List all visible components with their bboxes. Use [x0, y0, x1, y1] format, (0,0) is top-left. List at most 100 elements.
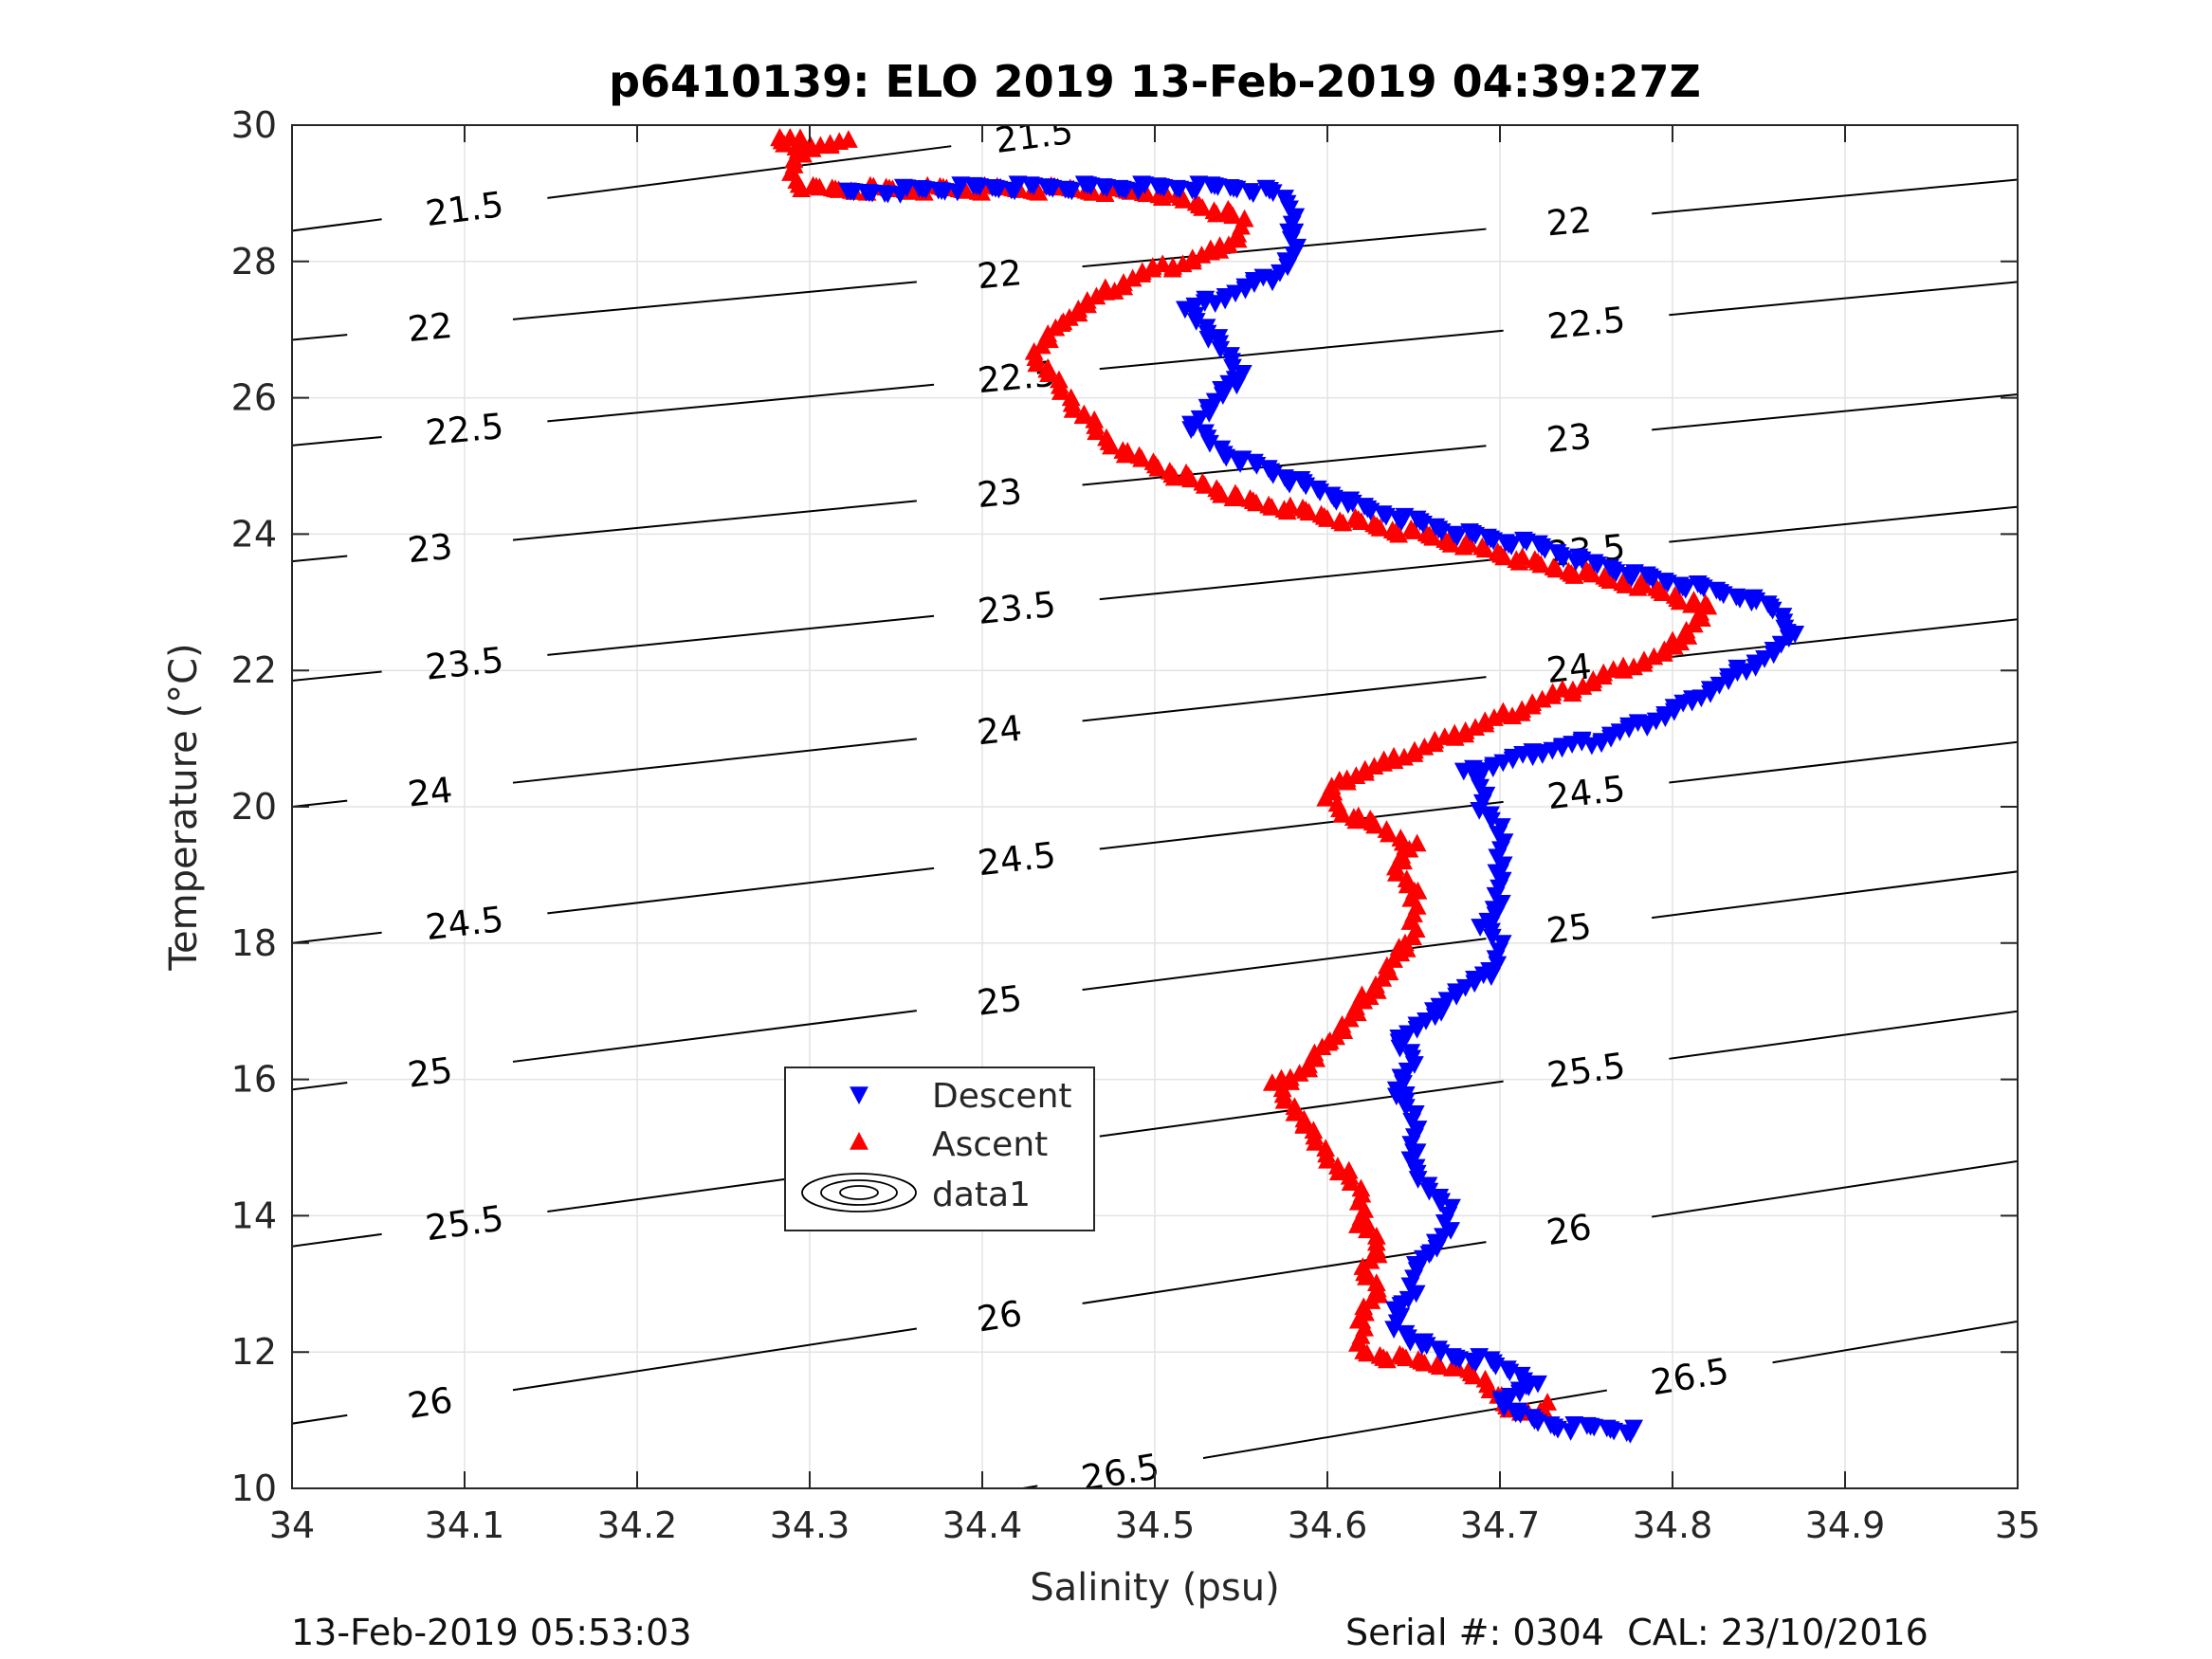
ascent-marker	[1351, 1178, 1371, 1197]
x-tick-label: 34	[269, 1504, 315, 1546]
contour-line	[547, 614, 935, 656]
descent-marker	[1147, 177, 1167, 195]
descent-marker	[1481, 1351, 1501, 1370]
contour-line	[512, 738, 917, 784]
y-tick-label: 26	[231, 377, 277, 419]
legend[interactable]: Descent Ascent data1	[784, 1066, 1095, 1231]
contour-label: 23	[976, 471, 1024, 516]
contour-line	[547, 383, 935, 423]
descent-marker	[1742, 593, 1762, 612]
contour-line	[547, 866, 935, 915]
ascent-marker	[1294, 1109, 1314, 1128]
descent-marker	[1727, 588, 1746, 607]
legend-descent-marker	[850, 1086, 868, 1104]
descent-marker	[1572, 731, 1592, 750]
descent-marker	[1460, 523, 1479, 541]
x-tick-label: 34.9	[1805, 1504, 1886, 1546]
descent-marker	[1166, 179, 1186, 198]
contour-line	[1669, 740, 2018, 784]
ascent-marker	[1073, 406, 1093, 425]
y-tick-label: 22	[231, 649, 277, 691]
descent-marker	[1637, 566, 1656, 585]
contour-line	[1099, 557, 1504, 601]
descent-marker	[1514, 531, 1533, 550]
x-tick-label: 34.6	[1288, 1504, 1368, 1546]
descent-marker	[1220, 179, 1240, 197]
y-tick-label: 18	[231, 922, 277, 964]
descent-marker	[1577, 1416, 1597, 1435]
descent-marker	[1182, 181, 1202, 200]
descent-marker	[1245, 453, 1264, 472]
legend-contour-icon	[801, 1173, 917, 1212]
descent-marker	[1429, 1340, 1448, 1359]
descent-marker	[1093, 178, 1113, 196]
contour-label: 26	[405, 1379, 455, 1427]
descent-marker	[890, 186, 910, 204]
y-tick-label: 16	[231, 1059, 277, 1101]
ascent-marker	[1577, 560, 1597, 578]
contour-line	[1202, 1389, 1608, 1460]
contour-line	[1082, 676, 1487, 722]
descent-marker	[1561, 1423, 1581, 1441]
contour-line	[292, 218, 382, 232]
x-tick-label: 35	[1995, 1504, 2040, 1546]
descent-marker	[1322, 486, 1342, 505]
contour-line	[1099, 800, 1504, 850]
descent-marker	[1496, 534, 1515, 553]
y-tick-label: 28	[231, 241, 277, 283]
descent-marker	[1462, 1352, 1482, 1371]
contour-line	[292, 799, 348, 809]
descent-marker	[1196, 424, 1215, 443]
ascent-marker	[803, 175, 823, 194]
legend-contour-icon	[820, 1179, 898, 1206]
descent-marker	[1443, 1348, 1462, 1366]
contour-label: 22.5	[1545, 300, 1627, 348]
descent-marker	[1405, 1104, 1425, 1123]
descent-marker	[1418, 1176, 1438, 1195]
contour-line	[292, 435, 382, 447]
contour-label: 23	[1545, 416, 1593, 461]
contour-label: 22	[976, 252, 1024, 297]
descent-marker	[1412, 1337, 1432, 1356]
descent-marker	[1256, 179, 1276, 198]
descent-marker	[1566, 553, 1585, 572]
descent-marker	[1480, 808, 1499, 826]
ascent-marker	[1219, 235, 1238, 254]
contour-label: 23.5	[976, 584, 1057, 632]
ascent-marker	[1061, 388, 1081, 407]
ascent-marker	[1304, 1121, 1324, 1139]
descent-marker	[856, 183, 876, 202]
descent-marker	[1430, 1189, 1450, 1207]
contour-label: 26	[1544, 1207, 1594, 1254]
contour-line	[1082, 228, 1487, 268]
y-tick-label: 10	[231, 1468, 277, 1509]
y-tick-label: 30	[231, 104, 277, 146]
contour-line	[292, 1232, 382, 1248]
descent-marker	[909, 179, 929, 198]
x-tick-label: 34.4	[942, 1504, 1023, 1546]
contour-line	[292, 670, 382, 682]
contour-line	[1099, 329, 1504, 371]
descent-marker	[982, 179, 1002, 197]
legend-contour-icon	[839, 1185, 879, 1200]
ascent-marker	[791, 128, 810, 147]
legend-entry-label: Ascent	[932, 1125, 1048, 1164]
x-tick-label: 34.1	[425, 1504, 505, 1546]
descent-marker	[1275, 469, 1294, 487]
descent-marker	[1707, 581, 1727, 600]
descent-marker	[1600, 558, 1619, 577]
descent-marker	[1355, 498, 1374, 516]
descent-marker	[1785, 625, 1805, 644]
descent-marker	[1670, 576, 1690, 595]
descent-marker	[1307, 480, 1327, 499]
descent-marker	[1758, 595, 1778, 613]
contour-line	[1669, 505, 2018, 543]
descent-marker	[1497, 1360, 1517, 1378]
descent-marker	[1584, 554, 1604, 573]
descent-marker	[1541, 1416, 1561, 1434]
ascent-marker	[1327, 793, 1347, 812]
descent-marker	[1275, 190, 1294, 208]
descent-marker	[1617, 1424, 1636, 1443]
ascent-marker	[1401, 519, 1421, 538]
descent-marker	[1396, 1324, 1416, 1343]
